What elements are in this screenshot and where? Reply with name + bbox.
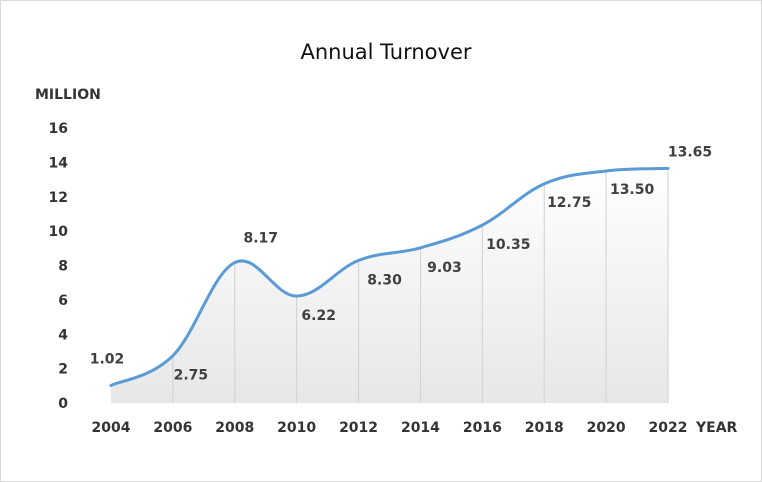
data-label: 8.30: [367, 272, 402, 288]
y-tick-labels: 0 2 4 6 8 10 12 14 16: [49, 121, 69, 412]
x-tick-label: 2004: [92, 420, 131, 436]
area-fill: [111, 168, 668, 403]
x-tick-label: 2022: [649, 420, 688, 436]
y-tick-label: 8: [58, 259, 68, 275]
series-line: [109, 166, 670, 387]
y-tick-label: 10: [49, 224, 69, 240]
x-axis-label: YEAR: [695, 420, 738, 436]
x-tick-label: 2016: [463, 420, 502, 436]
y-axis-label: MILLION: [35, 87, 101, 103]
data-label: 13.50: [610, 182, 655, 198]
x-tick-labels: 2004 2006 2008 2010 2012 2014 2016 2018 2020 2022: [92, 420, 688, 436]
y-tick-label: 0: [58, 396, 68, 412]
chart-title: Annual Turnover: [300, 40, 471, 64]
x-tick-label: 2008: [215, 420, 254, 436]
y-tick-label: 16: [49, 121, 68, 137]
x-tick-label: 2006: [153, 420, 192, 436]
data-labels: 1.02 2.75 8.17 6.22 8.30 9.03 10.35 12.75 13.50 1…: [90, 144, 712, 383]
x-tick-label: 2018: [525, 420, 564, 436]
data-label: 8.17: [244, 231, 279, 247]
y-tick-label: 4: [58, 327, 68, 343]
data-label: 12.75: [547, 195, 591, 211]
data-label: 6.22: [301, 308, 336, 324]
y-tick-label: 6: [58, 293, 68, 309]
y-tick-label: 2: [58, 362, 68, 378]
x-tick-label: 2010: [277, 420, 316, 436]
data-label: 2.75: [174, 368, 209, 384]
x-tick-label: 2014: [401, 420, 440, 436]
x-tick-label: 2012: [339, 420, 378, 436]
y-tick-label: 12: [49, 190, 68, 206]
data-label: 13.65: [668, 144, 712, 160]
y-tick-label: 14: [49, 155, 69, 171]
data-label: 10.35: [486, 237, 530, 253]
drop-lines: [172, 168, 669, 403]
data-label: 1.02: [90, 351, 125, 367]
x-tick-label: 2020: [587, 420, 626, 436]
data-label: 9.03: [427, 260, 462, 276]
